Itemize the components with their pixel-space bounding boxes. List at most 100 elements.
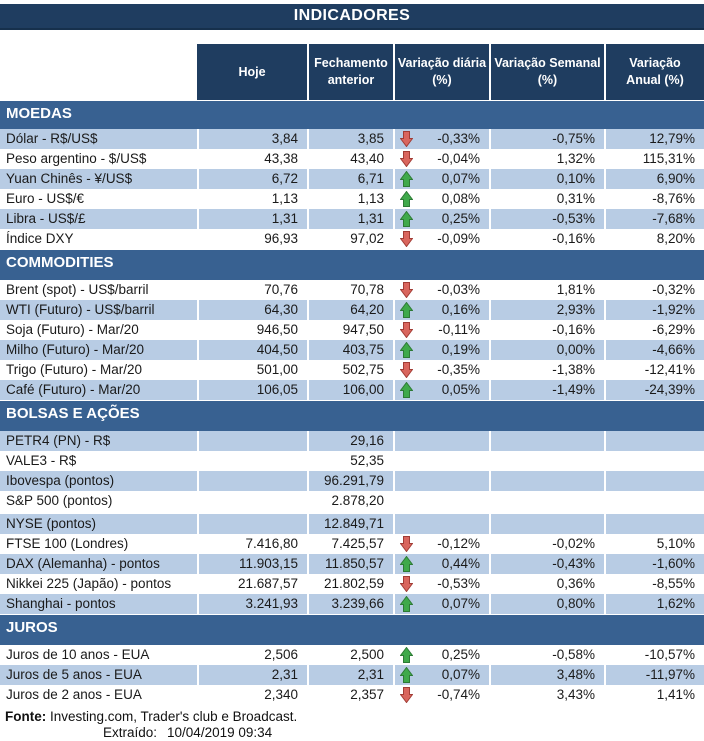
page-title: INDICADORES bbox=[0, 4, 704, 30]
cell-var-semanal: 0,80% bbox=[489, 594, 604, 614]
cell-var-semanal bbox=[489, 431, 604, 451]
cell-var-diaria: 0,16% bbox=[393, 300, 489, 320]
cell-value: 0,08% bbox=[441, 191, 480, 206]
table-body: MOEDAS Dólar - R$/US$ 3,84 3,85 -0,33% -0,75%… bbox=[0, 101, 704, 741]
cell-fechamento: 2,500 bbox=[307, 645, 393, 665]
up-arrow-icon bbox=[400, 191, 413, 207]
cell-fechamento: 97,02 bbox=[307, 229, 393, 249]
cell-var-anual: -7,68% bbox=[604, 209, 704, 229]
cell-hoje: 946,50 bbox=[197, 320, 307, 340]
up-arrow-icon bbox=[400, 302, 413, 318]
cell-value: 0,19% bbox=[441, 342, 480, 357]
cell-var-diaria: -0,09% bbox=[393, 229, 489, 249]
cell-var-diaria: 0,05% bbox=[393, 380, 489, 400]
row-label: VALE3 - R$ bbox=[6, 453, 77, 468]
cell-var-anual: 8,20% bbox=[604, 229, 704, 249]
cell-hoje: 2,31 bbox=[197, 665, 307, 685]
cell-var-diaria: 0,25% bbox=[393, 209, 489, 229]
table-row-shanghai-pontos: Shanghai - pontos 3.241,93 3.239,66 0,07% 0,… bbox=[0, 594, 704, 614]
cell-hoje: 96,93 bbox=[197, 229, 307, 249]
cell-var-diaria bbox=[393, 471, 489, 491]
source-line: Fonte: Investing.com, Trader's club e Br… bbox=[0, 709, 704, 725]
cell-var-diaria: -0,04% bbox=[393, 149, 489, 169]
cell-var-anual: 1,62% bbox=[604, 594, 704, 614]
cell-fechamento: 1,31 bbox=[307, 209, 393, 229]
cell-value: -0,12% bbox=[437, 536, 480, 551]
cell-value: -0,53% bbox=[437, 576, 480, 591]
cell-hoje: 501,00 bbox=[197, 360, 307, 380]
cell-var-diaria: 0,44% bbox=[393, 554, 489, 574]
cell-var-semanal: 0,36% bbox=[489, 574, 604, 594]
cell-value: 0,07% bbox=[441, 667, 480, 682]
table-row-peso-argentino-us: Peso argentino - $/US$ 43,38 43,40 -0,04% 1,… bbox=[0, 149, 704, 169]
cell-var-diaria: 0,07% bbox=[393, 594, 489, 614]
cell-fechamento: 64,20 bbox=[307, 300, 393, 320]
cell-var-anual: -8,76% bbox=[604, 189, 704, 209]
cell-var-anual bbox=[604, 451, 704, 471]
cell-hoje: 1,13 bbox=[197, 189, 307, 209]
cell-value: -0,74% bbox=[437, 687, 480, 702]
table-row-dax-alemanha-pontos: DAX (Alemanha) - pontos 11.903,15 11.850,5… bbox=[0, 554, 704, 574]
row-label: Shanghai - pontos bbox=[0, 594, 197, 614]
extracted-label: Extraído: bbox=[103, 725, 158, 740]
row-label: Dólar - R$/US$ bbox=[0, 129, 197, 149]
up-arrow-icon bbox=[400, 667, 413, 683]
cell-var-anual: -4,66% bbox=[604, 340, 704, 360]
table-row-nikkei-225-japao-pontos: Nikkei 225 (Japão) - pontos 21.687,57 21.8… bbox=[0, 574, 704, 594]
cell-hoje bbox=[197, 514, 307, 534]
row-label: PETR4 (PN) - R$ bbox=[0, 431, 197, 451]
row-label: Yuan Chinês - ¥/US$ bbox=[0, 169, 197, 189]
cell-var-anual: 6,90% bbox=[604, 169, 704, 189]
table-row-brent-spot-us-barril: Brent (spot) - US$/barril 70,76 70,78 -0,03… bbox=[0, 280, 704, 300]
cell-hoje bbox=[197, 471, 307, 491]
cell-var-diaria: -0,03% bbox=[393, 280, 489, 300]
cell-fechamento: 43,40 bbox=[307, 149, 393, 169]
cell-var-semanal: 1,32% bbox=[489, 149, 604, 169]
extracted-line: Extraído: 10/04/2019 09:34 bbox=[0, 725, 704, 741]
table-row-trigo-futuro-mar-20: Trigo (Futuro) - Mar/20 501,00 502,75 -0,35… bbox=[0, 360, 704, 380]
cell-value: -0,03% bbox=[437, 282, 480, 297]
cell-value: -0,11% bbox=[438, 322, 480, 337]
cell-var-semanal: -0,02% bbox=[489, 534, 604, 554]
cell-var-semanal: -0,58% bbox=[489, 645, 604, 665]
cell-fechamento: 6,71 bbox=[307, 169, 393, 189]
section-header-bolsas-e-acoes: BOLSAS E AÇÕES bbox=[0, 401, 704, 431]
cell-var-semanal: -0,53% bbox=[489, 209, 604, 229]
cell-var-diaria: -0,74% bbox=[393, 685, 489, 705]
cell-var-anual: -0,32% bbox=[604, 280, 704, 300]
cell-var-anual: 1,41% bbox=[604, 685, 704, 705]
cell-var-anual: -10,57% bbox=[604, 645, 704, 665]
cell-hoje: 2,506 bbox=[197, 645, 307, 665]
up-arrow-icon bbox=[400, 211, 413, 227]
cell-fechamento: 106,00 bbox=[307, 380, 393, 400]
cell-var-semanal: -0,16% bbox=[489, 229, 604, 249]
cell-var-anual bbox=[604, 471, 704, 491]
cell-var-semanal: 0,10% bbox=[489, 169, 604, 189]
table-row-juros-de-5-anos-eua: Juros de 5 anos - EUA 2,31 2,31 0,07% 3,48% -… bbox=[0, 665, 704, 685]
cell-fechamento: 21.802,59 bbox=[307, 574, 393, 594]
section-header-commodities: COMMODITIES bbox=[0, 250, 704, 280]
cell-var-semanal: -0,16% bbox=[489, 320, 604, 340]
column-header-var-diaria: Variação diária (%) bbox=[393, 44, 489, 100]
cell-fechamento: 2.878,20 bbox=[307, 491, 393, 511]
row-label: Peso argentino - $/US$ bbox=[6, 151, 147, 166]
cell-var-semanal: -1,38% bbox=[489, 360, 604, 380]
down-arrow-icon bbox=[400, 131, 413, 147]
cell-hoje: 2,340 bbox=[197, 685, 307, 705]
cell-var-semanal: 2,93% bbox=[489, 300, 604, 320]
cell-hoje: 43,38 bbox=[197, 149, 307, 169]
cell-fechamento: 502,75 bbox=[307, 360, 393, 380]
cell-var-diaria: 0,25% bbox=[393, 645, 489, 665]
cell-var-diaria: -0,11% bbox=[393, 320, 489, 340]
cell-var-semanal: 0,31% bbox=[489, 189, 604, 209]
cell-var-anual: -1,92% bbox=[604, 300, 704, 320]
column-header-var-semanal: Variação Semanal (%) bbox=[489, 44, 604, 100]
cell-hoje: 70,76 bbox=[197, 280, 307, 300]
table-row-libra-us: Libra - US$/£ 1,31 1,31 0,25% -0,53% -7,68% bbox=[0, 209, 704, 229]
cell-var-semanal: 0,00% bbox=[489, 340, 604, 360]
section-header-moedas: MOEDAS bbox=[0, 101, 704, 129]
cell-var-anual: -1,60% bbox=[604, 554, 704, 574]
cell-fechamento: 1,13 bbox=[307, 189, 393, 209]
row-label: Euro - US$/€ bbox=[6, 191, 85, 206]
cell-var-anual: 5,10% bbox=[604, 534, 704, 554]
